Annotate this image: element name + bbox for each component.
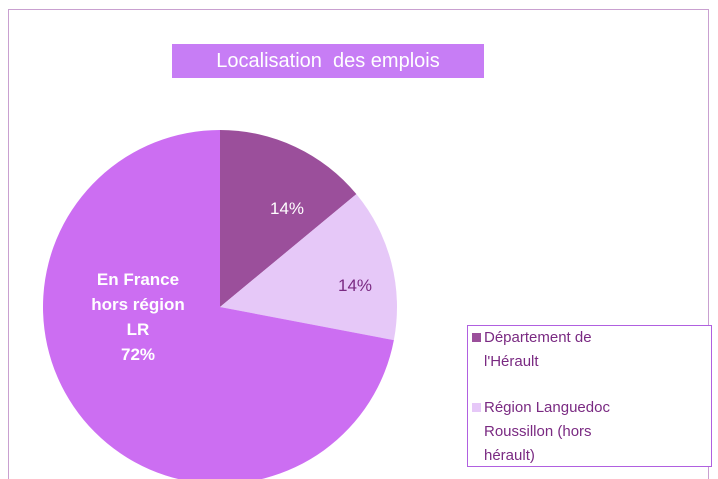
pie-slice bbox=[220, 130, 357, 307]
category-label: En France hors région LR bbox=[91, 270, 185, 339]
chart-title: Localisation des emplois bbox=[172, 44, 484, 78]
value-label: 72% bbox=[120, 345, 156, 364]
legend-entry: Région Languedoc Roussillon (hors héraul… bbox=[472, 396, 624, 468]
legend-label: Région Languedoc Roussillon (hors héraul… bbox=[484, 399, 610, 464]
legend-label: Département de l'Hérault bbox=[484, 329, 592, 370]
pie-slice bbox=[43, 130, 394, 479]
legend-entry: Département de l'Hérault bbox=[472, 326, 634, 374]
legend: Département de l'Hérault Région Languedo… bbox=[467, 325, 712, 467]
chart-frame bbox=[8, 9, 709, 479]
data-label: 14% bbox=[269, 199, 305, 218]
data-label: 14% bbox=[337, 276, 373, 295]
data-label: En France hors région LR 72% bbox=[78, 267, 198, 367]
legend-swatch bbox=[472, 403, 481, 412]
legend-swatch bbox=[472, 333, 481, 342]
pie-slice bbox=[220, 194, 397, 341]
